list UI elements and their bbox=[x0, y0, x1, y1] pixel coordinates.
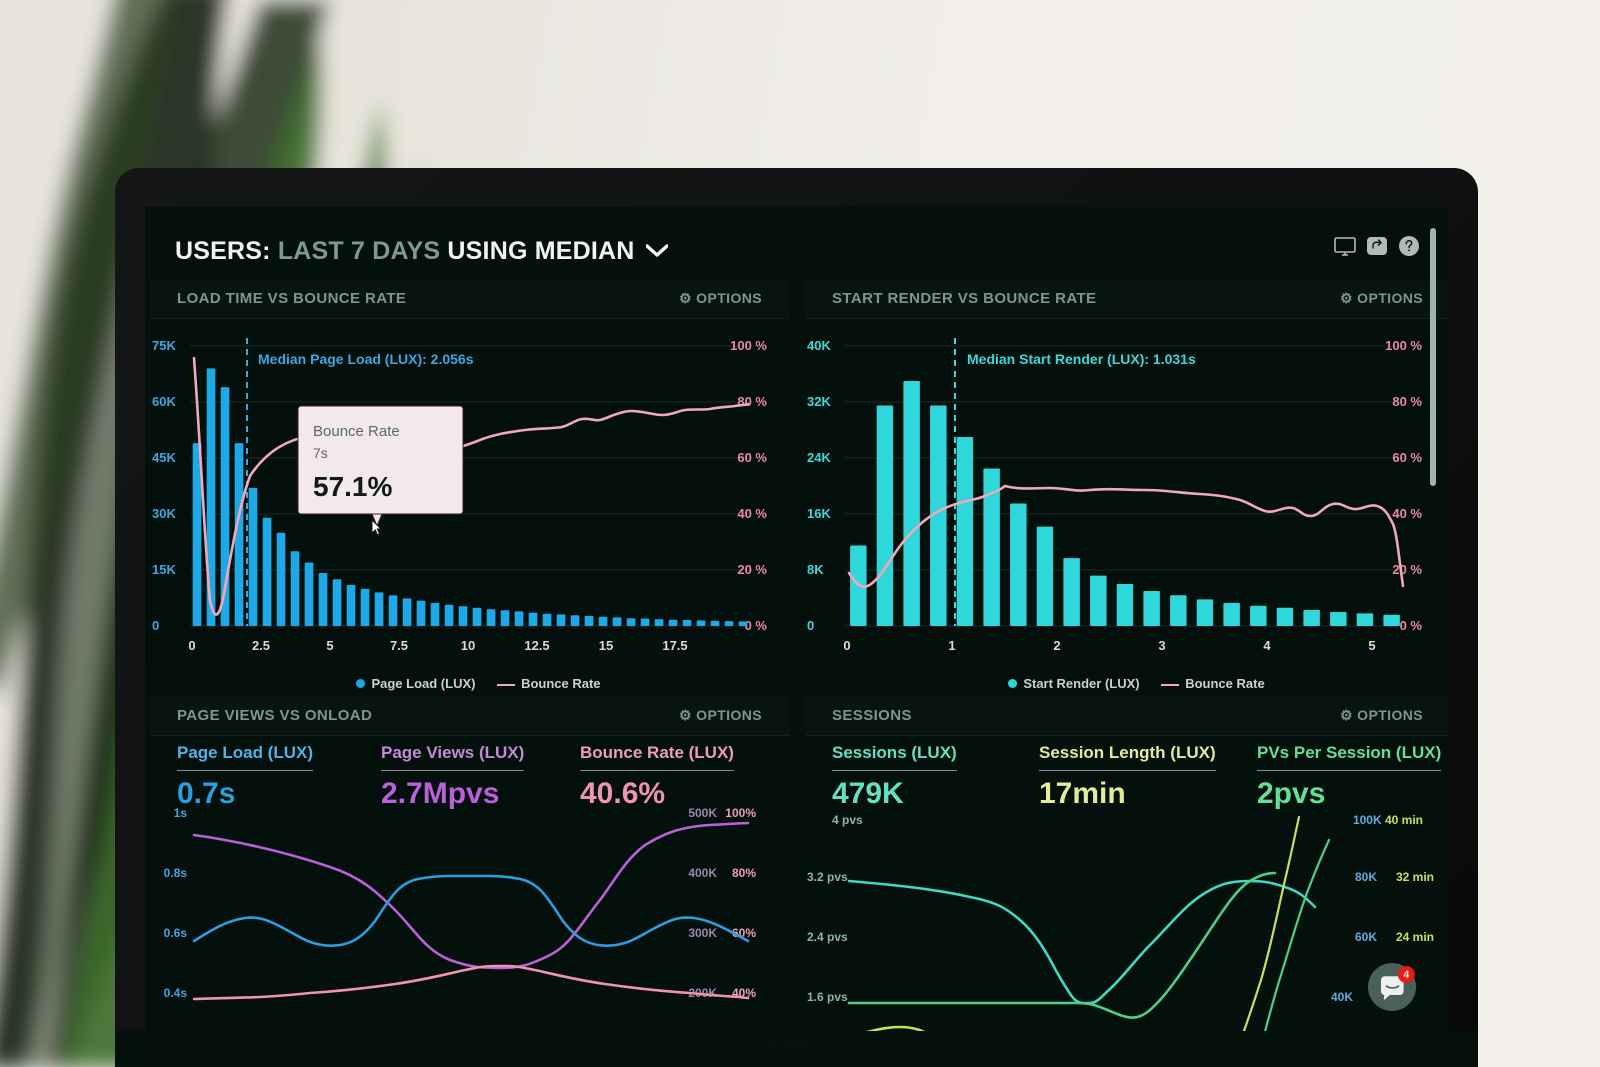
svg-text:0 %: 0 % bbox=[1400, 618, 1423, 633]
svg-text:45K: 45K bbox=[152, 450, 176, 465]
svg-text:60 %: 60 % bbox=[1392, 450, 1422, 465]
svg-text:20 %: 20 % bbox=[1392, 562, 1422, 577]
svg-text:75K: 75K bbox=[152, 338, 176, 353]
svg-text:7s: 7s bbox=[313, 445, 328, 461]
svg-text:400K: 400K bbox=[688, 866, 717, 880]
svg-text:300K: 300K bbox=[688, 926, 717, 940]
svg-text:Bounce Rate: Bounce Rate bbox=[313, 423, 400, 440]
svg-text:0: 0 bbox=[807, 618, 814, 633]
svg-text:40 %: 40 % bbox=[1392, 506, 1422, 521]
svg-text:0: 0 bbox=[152, 618, 159, 633]
svg-text:15: 15 bbox=[599, 638, 613, 653]
svg-text:Median Page Load (LUX): 2.056s: Median Page Load (LUX): 2.056s bbox=[258, 351, 474, 367]
svg-text:80K: 80K bbox=[1355, 870, 1377, 884]
svg-text:100 %: 100 % bbox=[730, 338, 767, 353]
svg-text:100 %: 100 % bbox=[1385, 338, 1422, 353]
svg-text:500K: 500K bbox=[688, 806, 717, 820]
svg-text:24 min: 24 min bbox=[1396, 930, 1434, 944]
svg-text:17.5: 17.5 bbox=[662, 638, 687, 653]
svg-text:8K: 8K bbox=[807, 562, 824, 577]
svg-text:12.5: 12.5 bbox=[524, 638, 549, 653]
svg-text:16K: 16K bbox=[807, 506, 831, 521]
svg-text:3.2 pvs: 3.2 pvs bbox=[807, 870, 848, 884]
svg-text:30K: 30K bbox=[152, 506, 176, 521]
svg-text:100%: 100% bbox=[725, 806, 756, 820]
svg-text:10: 10 bbox=[461, 638, 475, 653]
svg-text:0.4s: 0.4s bbox=[164, 986, 188, 1000]
svg-text:0 %: 0 % bbox=[745, 618, 768, 633]
svg-text:60K: 60K bbox=[1355, 930, 1377, 944]
svg-text:1s: 1s bbox=[174, 806, 188, 820]
svg-text:5: 5 bbox=[326, 638, 333, 653]
svg-text:0.8s: 0.8s bbox=[164, 866, 188, 880]
svg-text:0: 0 bbox=[843, 638, 850, 653]
svg-text:3: 3 bbox=[1158, 638, 1165, 653]
svg-text:2: 2 bbox=[1053, 638, 1060, 653]
svg-text:7.5: 7.5 bbox=[390, 638, 408, 653]
svg-text:80 %: 80 % bbox=[1392, 394, 1422, 409]
svg-text:24K: 24K bbox=[807, 450, 831, 465]
svg-text:32 min: 32 min bbox=[1396, 870, 1434, 884]
svg-text:60 %: 60 % bbox=[737, 450, 767, 465]
svg-text:40 %: 40 % bbox=[737, 506, 767, 521]
svg-text:1.6 pvs: 1.6 pvs bbox=[807, 990, 848, 1004]
svg-text:15K: 15K bbox=[152, 562, 176, 577]
svg-text:20 %: 20 % bbox=[737, 562, 767, 577]
svg-text:2.5: 2.5 bbox=[252, 638, 270, 653]
svg-text:1: 1 bbox=[948, 638, 955, 653]
svg-text:57.1%: 57.1% bbox=[313, 471, 392, 502]
svg-text:60K: 60K bbox=[152, 394, 176, 409]
svg-text:40K: 40K bbox=[1331, 990, 1353, 1004]
svg-text:0: 0 bbox=[188, 638, 195, 653]
svg-text:Median Start Render (LUX): 1.0: Median Start Render (LUX): 1.031s bbox=[967, 351, 1196, 367]
svg-text:0.6s: 0.6s bbox=[164, 926, 188, 940]
svg-text:40K: 40K bbox=[807, 338, 831, 353]
svg-text:2.4 pvs: 2.4 pvs bbox=[807, 930, 848, 944]
svg-text:80%: 80% bbox=[732, 866, 756, 880]
svg-text:5: 5 bbox=[1368, 638, 1375, 653]
svg-text:32K: 32K bbox=[807, 394, 831, 409]
svg-text:4: 4 bbox=[1263, 638, 1271, 653]
svg-text:80 %: 80 % bbox=[737, 394, 767, 409]
